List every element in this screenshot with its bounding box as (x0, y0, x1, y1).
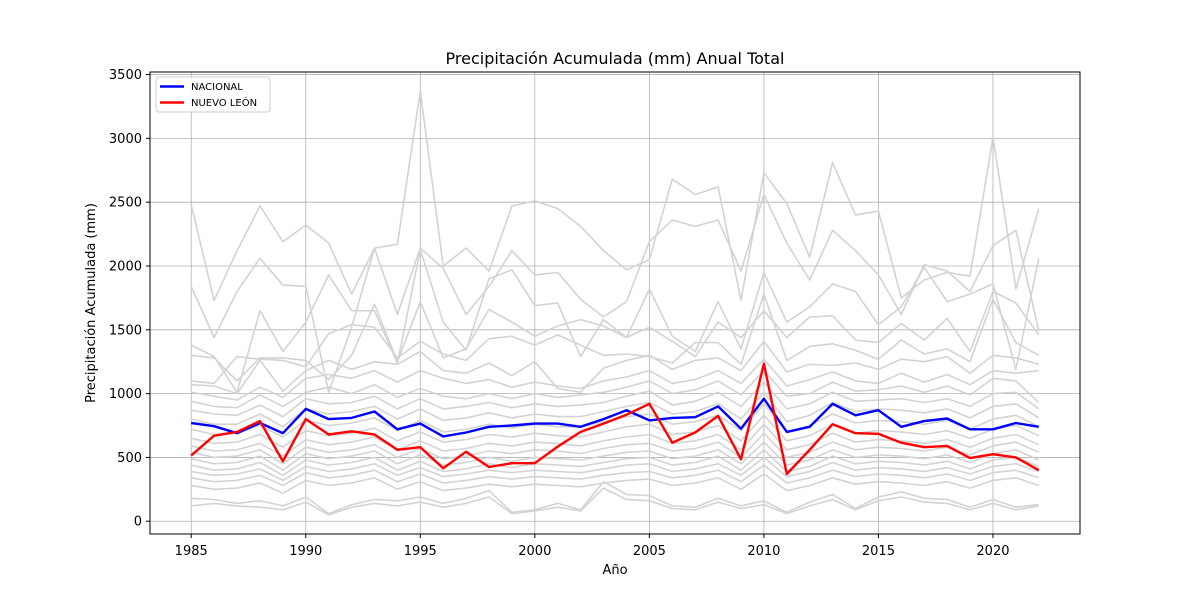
chart-title: Precipitación Acumulada (mm) Anual Total (446, 49, 785, 68)
y-tick-label: 3000 (109, 132, 142, 147)
series-line-nuevo-leon (190, 362, 1040, 476)
y-tick-label: 1000 (109, 387, 142, 402)
series-line-state-13 (191, 414, 1040, 449)
series-line-state-8 (191, 358, 1039, 401)
x-tick-label: 2020 (976, 544, 1009, 559)
y-axis-title: Precipitación Acumulada (mm) (84, 203, 99, 403)
y-tick-label: 1500 (109, 323, 142, 338)
series-line-state-21 (191, 480, 1039, 515)
x-axis-ticks: 1985 1990 1995 2000 2005 2010 2015 2020 (175, 534, 1010, 559)
y-tick-label: 3500 (109, 68, 142, 83)
legend-label-nacional: NACIONAL (191, 82, 243, 93)
series-line-state-10 (191, 381, 1040, 418)
series-line-nacional (191, 397, 1039, 438)
y-tick-label: 2500 (109, 196, 142, 211)
legend: NACIONAL NUEVO LEÓN (155, 76, 271, 113)
series-line-state-22 (191, 487, 1039, 516)
y-tick-label: 500 (117, 451, 142, 466)
series-line-state-4 (190, 248, 1040, 394)
series-line-state-7 (191, 340, 1040, 395)
y-tick-label: 0 (134, 515, 142, 530)
series-line-state-16 (191, 441, 1040, 472)
series-line-state-9 (191, 369, 1040, 409)
series-line-state-3 (190, 193, 1040, 394)
highlight-series (190, 362, 1040, 476)
legend-label-nuevo-leon: NUEVO LEÓN (191, 96, 257, 109)
x-tick-label: 1990 (289, 544, 322, 559)
background-series (190, 90, 1040, 516)
y-tick-label: 2000 (109, 259, 142, 274)
x-tick-label: 1985 (175, 544, 208, 559)
series-line-state-6 (191, 293, 1040, 385)
series-line-state-20 (191, 473, 1040, 495)
x-tick-label: 1995 (404, 544, 437, 559)
series-line-state-11 (191, 391, 1040, 428)
legend-box (155, 76, 271, 113)
series-line-state-5 (191, 290, 1040, 382)
y-axis-ticks: 0 500 1000 1500 2000 2500 3000 3500 (109, 68, 150, 530)
x-axis-title: Año (602, 563, 627, 578)
x-tick-label: 2000 (518, 544, 551, 559)
series-line-state-15 (191, 432, 1040, 465)
x-tick-label: 2010 (747, 544, 780, 559)
plot-frame (149, 71, 1081, 535)
series-line-state-18 (191, 456, 1040, 482)
x-tick-label: 2005 (633, 544, 666, 559)
series-line-state-17 (191, 448, 1040, 477)
series-line-state-19 (191, 464, 1040, 487)
x-tick-label: 2015 (862, 544, 895, 559)
series-line-state-2 (190, 90, 1040, 302)
